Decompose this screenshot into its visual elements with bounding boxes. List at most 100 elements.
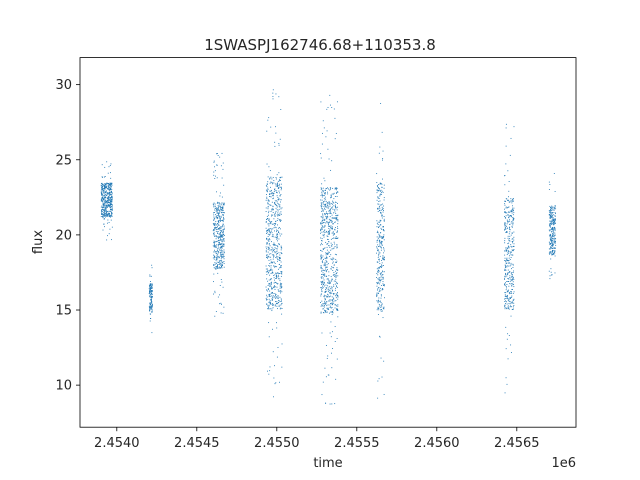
- data-point: [222, 286, 224, 288]
- data-point: [151, 264, 153, 266]
- data-point: [214, 263, 216, 265]
- data-point: [222, 229, 224, 231]
- data-point: [213, 160, 215, 162]
- data-point: [109, 214, 110, 216]
- data-point: [280, 292, 282, 294]
- data-point: [268, 294, 270, 296]
- data-point: [278, 214, 280, 216]
- data-point: [325, 299, 326, 301]
- data-point: [332, 274, 334, 276]
- data-point: [268, 294, 270, 296]
- data-point: [553, 221, 555, 223]
- data-point: [150, 293, 152, 295]
- data-point: [331, 278, 333, 280]
- data-point: [320, 287, 322, 289]
- data-point: [272, 272, 274, 274]
- data-point: [506, 266, 508, 268]
- data-point: [513, 298, 515, 300]
- data-point: [511, 251, 513, 253]
- data-point: [278, 257, 280, 258]
- data-point: [510, 280, 512, 282]
- data-point: [553, 235, 555, 237]
- data-point: [379, 235, 381, 237]
- data-point: [510, 216, 512, 218]
- data-point: [327, 233, 329, 235]
- data-point: [324, 298, 326, 300]
- data-point: [274, 265, 276, 267]
- data-point: [101, 205, 103, 207]
- data-point: [554, 218, 556, 220]
- data-point: [336, 187, 338, 189]
- data-point: [274, 189, 275, 191]
- data-point: [271, 308, 273, 310]
- data-point: [218, 212, 220, 214]
- data-point: [380, 357, 382, 359]
- data-point: [320, 230, 321, 232]
- data-point: [325, 287, 327, 289]
- data-point: [504, 301, 506, 302]
- data-point: [102, 207, 104, 209]
- data-point: [272, 299, 273, 300]
- data-point: [109, 210, 111, 212]
- data-point: [150, 299, 151, 301]
- data-point: [266, 219, 268, 220]
- data-point: [510, 262, 512, 264]
- data-point: [333, 298, 335, 300]
- data-point: [333, 272, 335, 274]
- data-point: [278, 301, 280, 303]
- data-point: [376, 241, 378, 243]
- data-point: [269, 303, 271, 304]
- data-point: [552, 217, 554, 219]
- data-point: [382, 203, 384, 205]
- data-point: [550, 207, 551, 208]
- data-point: [378, 198, 380, 200]
- data-point: [276, 276, 278, 278]
- data-point: [324, 219, 326, 221]
- data-point: [110, 194, 112, 196]
- data-point: [278, 231, 280, 233]
- data-point: [505, 198, 507, 200]
- data-point: [326, 296, 328, 297]
- data-point: [510, 352, 512, 354]
- data-point: [548, 270, 550, 272]
- data-point: [335, 276, 337, 278]
- data-point: [506, 297, 508, 299]
- data-point: [377, 197, 379, 199]
- data-point: [321, 283, 323, 285]
- data-point: [109, 194, 111, 196]
- data-point: [549, 248, 551, 250]
- data-point: [510, 234, 512, 236]
- data-point: [379, 279, 381, 281]
- data-point: [552, 248, 554, 249]
- data-point: [110, 211, 112, 213]
- data-point: [214, 262, 216, 264]
- data-point: [111, 209, 113, 210]
- data-point: [107, 183, 109, 185]
- data-point: [151, 304, 153, 306]
- data-point: [506, 383, 508, 385]
- data-point: [509, 259, 511, 260]
- data-point: [219, 260, 221, 262]
- data-point: [334, 221, 336, 223]
- data-point: [329, 282, 331, 283]
- data-point: [273, 249, 275, 250]
- data-point: [335, 207, 337, 209]
- data-point: [381, 244, 383, 246]
- data-point: [506, 227, 508, 229]
- data-point: [221, 207, 223, 209]
- data-point: [222, 207, 224, 209]
- data-point: [331, 220, 333, 222]
- data-point: [214, 223, 216, 225]
- data-point: [220, 279, 222, 280]
- data-point: [376, 296, 378, 298]
- data-point: [281, 233, 283, 235]
- data-point: [216, 207, 218, 209]
- data-point: [329, 299, 331, 301]
- data-point: [506, 259, 508, 261]
- data-point: [268, 204, 270, 206]
- data-point: [101, 213, 103, 215]
- data-point: [337, 219, 339, 221]
- data-point: [108, 184, 109, 186]
- data-point: [505, 269, 507, 271]
- data-point: [272, 303, 273, 305]
